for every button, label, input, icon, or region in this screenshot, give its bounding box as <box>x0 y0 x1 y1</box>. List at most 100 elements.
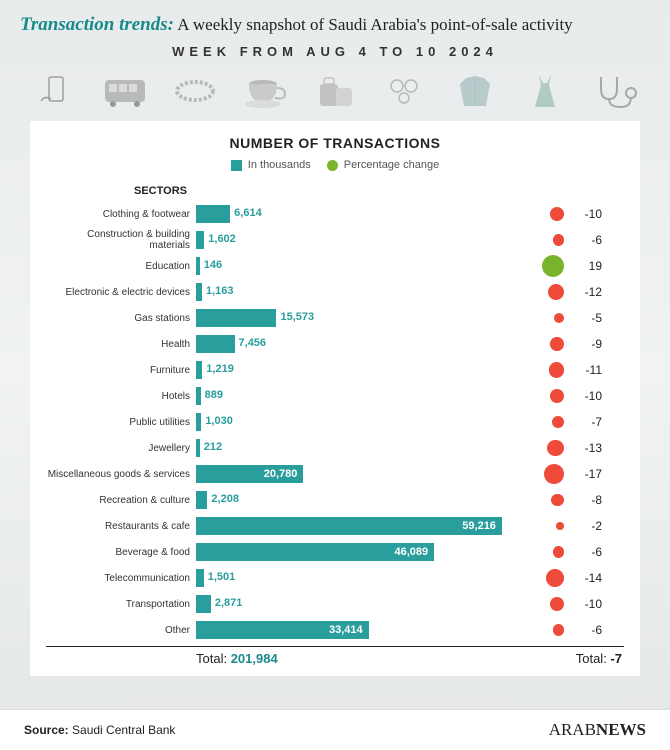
row-label: Restaurants & cafe <box>46 521 196 532</box>
pct-value: -11 <box>568 363 602 377</box>
title-prefix: Transaction trends: <box>20 14 174 35</box>
chart-row: Telecommunication1,501-14 <box>46 565 624 591</box>
pct-value: -2 <box>568 519 602 533</box>
bar-value: 146 <box>204 259 222 271</box>
row-label: Hotels <box>46 391 196 402</box>
totals-row: Total: 201,984 Total: -7 <box>46 646 624 666</box>
bar <box>196 413 201 431</box>
chart-panel: NUMBER OF TRANSACTIONS In thousands Perc… <box>30 121 640 676</box>
dot-col <box>506 313 568 323</box>
dot-col <box>506 494 568 507</box>
dot-col <box>506 207 568 221</box>
brand-a: ARAB <box>549 720 596 739</box>
pct-dot <box>553 234 564 245</box>
legend-bar-label: In thousands <box>248 159 311 171</box>
pct-dot <box>550 389 564 403</box>
header: Transaction trends: A weekly snapshot of… <box>0 0 670 65</box>
bar <box>196 205 230 223</box>
row-label: Public utilities <box>46 417 196 428</box>
chart-row: Jewellery212-13 <box>46 435 624 461</box>
coffee-cup-icon <box>241 71 289 111</box>
bar-value: 6,614 <box>234 207 262 219</box>
bar <box>196 231 204 249</box>
pct-dot <box>548 284 564 300</box>
row-label: Education <box>46 261 196 272</box>
bar: 20,780 <box>196 465 303 483</box>
chart-row: Hotels889-10 <box>46 383 624 409</box>
bar-track: 2,871 <box>196 595 506 613</box>
row-label: Electronic & electric devices <box>46 287 196 298</box>
chart-row: Transportation 2,871 -10 <box>46 591 624 617</box>
total-pct-value: -7 <box>610 651 622 666</box>
bar-track: 15,573 <box>196 309 506 327</box>
pct-value: -17 <box>568 467 602 481</box>
pct-dot <box>552 416 564 428</box>
bar <box>196 491 207 509</box>
pct-dot <box>554 313 564 323</box>
chart-row: Education 146 19 <box>46 253 624 279</box>
dot-col <box>506 546 568 557</box>
pct-dot <box>553 624 564 635</box>
pct-value: -12 <box>568 285 602 299</box>
pct-dot <box>553 546 564 557</box>
luggage-icon <box>311 71 359 111</box>
row-label: Beverage & food <box>46 547 196 558</box>
pct-value: -13 <box>568 441 602 455</box>
chart-row: Health7,456-9 <box>46 331 624 357</box>
dress-icon <box>521 71 569 111</box>
bar-value: 7,456 <box>239 337 267 349</box>
legend-dot-label: Percentage change <box>344 159 439 171</box>
row-label: Health <box>46 339 196 350</box>
chart-title: NUMBER OF TRANSACTIONS <box>46 135 624 151</box>
bar: 46,089 <box>196 543 434 561</box>
bar-track: 59,216 <box>196 517 506 535</box>
bar-track: 7,456 <box>196 335 506 353</box>
dot-col <box>506 389 568 403</box>
bar-value: 2,871 <box>215 597 243 609</box>
chart-row: Clothing & footwear6,614-10 <box>46 201 624 227</box>
bar-value: 33,414 <box>329 624 369 636</box>
legend: In thousands Percentage change <box>46 159 624 171</box>
row-label: Gas stations <box>46 313 196 324</box>
source: Source: Saudi Central Bank <box>24 723 175 737</box>
row-label: Transportation <box>46 599 196 610</box>
dot-col <box>506 337 568 351</box>
title-rest: A weekly snapshot of Saudi Arabia's poin… <box>174 15 573 34</box>
brand-logo: ARABNEWS <box>549 720 646 740</box>
total-transactions: Total: 201,984 <box>196 651 278 666</box>
bar-track: 146 <box>196 257 506 275</box>
pct-value: -6 <box>568 545 602 559</box>
bar-value: 46,089 <box>394 546 434 558</box>
sectors-heading: SECTORS <box>134 185 624 197</box>
pct-value: -6 <box>568 623 602 637</box>
bar-track: 20,780 <box>196 465 506 483</box>
subtitle: WEEK FROM AUG 4 TO 10 2024 <box>20 44 650 59</box>
dot-col <box>506 255 568 277</box>
bar-value: 212 <box>204 441 222 453</box>
bar <box>196 439 200 457</box>
bracelet-icon <box>171 71 219 111</box>
bar-value: 1,602 <box>208 233 236 245</box>
bar-value: 59,216 <box>462 520 502 532</box>
row-label: Other <box>46 625 196 636</box>
bar-value: 1,163 <box>206 285 234 297</box>
pct-value: -10 <box>568 597 602 611</box>
bus-icon <box>101 71 149 111</box>
row-label: Telecommunication <box>46 573 196 584</box>
bar <box>196 257 200 275</box>
legend-bar: In thousands <box>231 159 311 171</box>
bar-track: 1,219 <box>196 361 506 379</box>
pct-dot <box>546 569 564 587</box>
chart-row: Restaurants & cafe 59,216 -2 <box>46 513 624 539</box>
pct-dot <box>551 494 564 507</box>
pct-dot <box>556 522 564 530</box>
bar <box>196 309 276 327</box>
bar-track: 1,501 <box>196 569 506 587</box>
pct-value: -10 <box>568 207 602 221</box>
bar-value: 1,219 <box>206 363 234 375</box>
pct-value: 19 <box>568 259 602 273</box>
row-label: Recreation & culture <box>46 495 196 506</box>
bar-value: 20,780 <box>264 468 304 480</box>
chart-row: Electronic & electric devices 1,163 -12 <box>46 279 624 305</box>
bar-value: 15,573 <box>280 311 314 323</box>
